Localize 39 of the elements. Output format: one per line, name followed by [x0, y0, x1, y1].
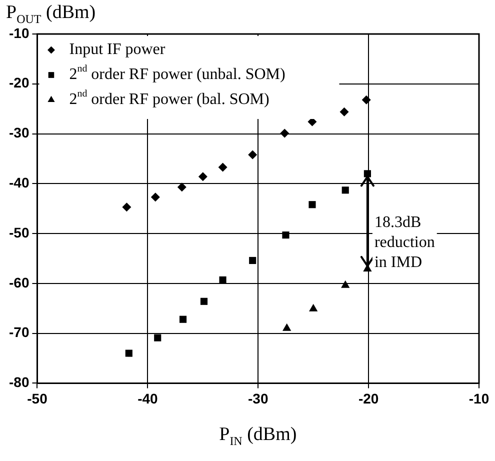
point: [218, 162, 228, 172]
legend-label: Input IF power: [69, 41, 166, 58]
x-tick-label: -20: [358, 390, 379, 406]
y-axis-title: P$_{OUT}$ (dBm): [6, 2, 96, 27]
point: [198, 172, 208, 182]
point: [342, 186, 349, 194]
x-tick-label: -10: [468, 390, 490, 406]
y-tick-label: -30: [9, 124, 30, 141]
point: [200, 298, 208, 305]
point: [154, 334, 162, 342]
point: [122, 202, 132, 212]
point: [309, 304, 318, 312]
point: [249, 256, 256, 264]
point: [177, 182, 186, 192]
x-axis-title: P$_{IN}$ (dBm): [219, 424, 297, 449]
point: [280, 128, 290, 138]
y-tick-label: -40: [9, 174, 30, 191]
y-tick-label: -10: [9, 24, 30, 41]
point: [282, 323, 292, 331]
annotation: 18.3dB reduction in IMD: [374, 214, 435, 272]
y-tick-label: -50: [9, 224, 30, 240]
y-tick-label: -70: [9, 324, 30, 340]
point: [340, 107, 349, 116]
point: [179, 316, 187, 323]
point: [362, 95, 371, 104]
point: [125, 350, 132, 357]
point: [150, 192, 160, 202]
point: [282, 232, 290, 239]
x-tick-label: -30: [248, 390, 268, 406]
y-tick-label: -20: [9, 74, 30, 91]
x-tick-label: -50: [27, 390, 48, 406]
point: [219, 276, 226, 284]
point: [248, 150, 258, 160]
y-tick-label: -80: [9, 374, 30, 390]
x-tick-label: -40: [138, 390, 158, 406]
point: [341, 280, 350, 288]
point: [308, 201, 316, 208]
point: [364, 170, 371, 178]
y-tick-label: -60: [9, 274, 30, 290]
